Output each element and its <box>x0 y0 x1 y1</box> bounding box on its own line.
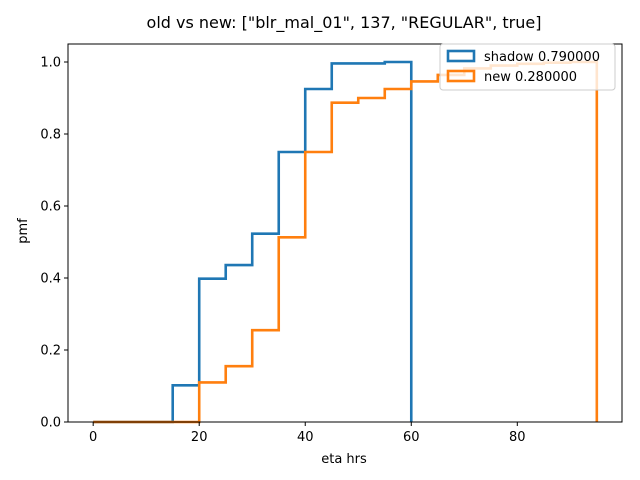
x-tick-label: 40 <box>297 430 314 445</box>
legend-label: shadow 0.790000 <box>484 50 600 65</box>
chart-title: old vs new: ["blr_mal_01", 137, "REGULAR… <box>147 13 542 33</box>
plot-area <box>68 44 622 422</box>
x-tick-label: 0 <box>89 430 97 445</box>
x-tick-label: 20 <box>191 430 208 445</box>
y-tick-label: 0.6 <box>40 200 61 215</box>
legend-swatch <box>446 69 476 83</box>
y-tick-label: 0.4 <box>40 272 61 287</box>
y-axis-label: pmf <box>16 218 31 244</box>
legend-box <box>439 43 616 91</box>
legend: shadow 0.790000 new 0.280000 <box>439 43 616 91</box>
y-tick-label: 0.2 <box>40 344 61 359</box>
x-tick-label: 80 <box>509 430 526 445</box>
y-tick-label: 1.0 <box>40 56 61 71</box>
legend-label: new 0.280000 <box>484 70 577 85</box>
plot-background <box>68 44 622 422</box>
y-tick-label: 0.8 <box>40 128 61 143</box>
x-tick-label: 60 <box>403 430 420 445</box>
axes-layer: 0 20 40 60 80 0.0 0.2 0.4 0.6 0.8 1.0 <box>40 43 623 445</box>
series-line-shadow <box>93 60 413 424</box>
axes-frame <box>67 43 623 423</box>
y-tick-label: 0.0 <box>40 416 61 431</box>
x-axis-label: eta hrs <box>321 452 367 467</box>
legend-swatch <box>446 49 476 63</box>
